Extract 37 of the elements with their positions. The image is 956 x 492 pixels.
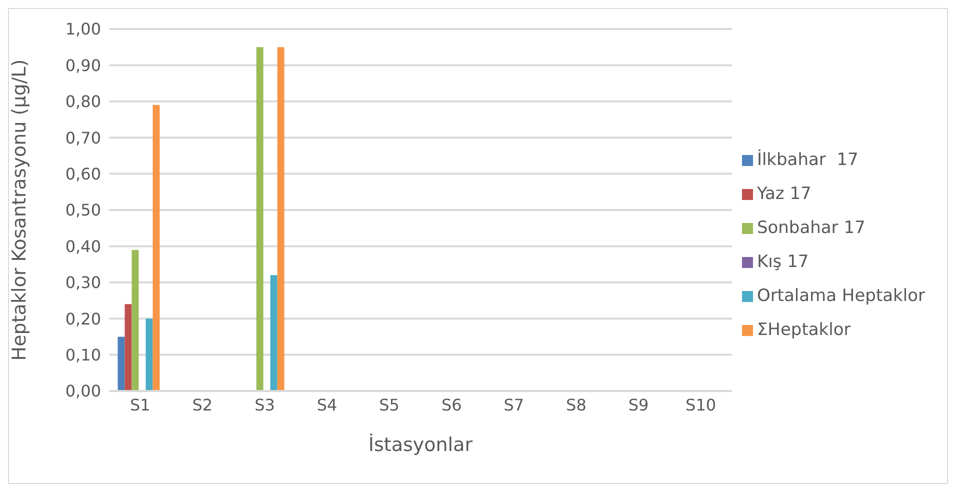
x-tick-label: S7: [504, 395, 524, 414]
bar: [132, 250, 139, 391]
bar: [256, 47, 264, 391]
y-tick-label: 0,30: [65, 273, 101, 292]
y-tick-label: 0,00: [65, 382, 101, 401]
bar: [118, 336, 125, 391]
y-tick-label: 0,50: [65, 200, 101, 220]
y-tick-label: 1,00: [65, 20, 101, 39]
legend-label: Kış 17: [756, 252, 809, 272]
x-tick-label: S9: [628, 395, 649, 414]
y-tick-label: 0,40: [65, 236, 101, 256]
bar: [277, 47, 284, 391]
legend-label: Ortalama Heptaklor: [756, 286, 925, 306]
y-tick-label: 0,60: [65, 164, 101, 184]
y-tick-label: 0,10: [65, 345, 101, 364]
legend-label: ΣHeptaklor: [756, 320, 851, 340]
x-axis-title: İstasyonlar: [368, 433, 473, 456]
y-axis-title: Heptaklor Kosantrasyonu (µg/L): [8, 59, 31, 361]
bar: [152, 105, 160, 391]
x-tick-label: S3: [254, 395, 275, 414]
legend-label: İlkbahar 17: [756, 150, 858, 170]
x-tick-label: S1: [130, 395, 150, 414]
y-tick-label: 0,20: [65, 309, 101, 328]
y-tick-label: 0,80: [65, 92, 101, 112]
x-tick-label: S4: [316, 395, 338, 414]
bar: [124, 304, 132, 391]
x-tick-label: S8: [566, 395, 586, 414]
x-tick-label: S2: [192, 395, 213, 414]
y-tick-label: 0,70: [65, 128, 101, 148]
legend-label: Sonbahar 17: [756, 218, 866, 238]
y-tick-label: 0,90: [65, 56, 101, 75]
x-tick-label: S5: [379, 395, 400, 414]
legend-label: Yaz 17: [756, 184, 812, 204]
bar: [270, 275, 278, 391]
bar: [146, 318, 153, 391]
x-tick-label: S6: [441, 395, 462, 414]
x-tick-label: S10: [686, 395, 716, 414]
